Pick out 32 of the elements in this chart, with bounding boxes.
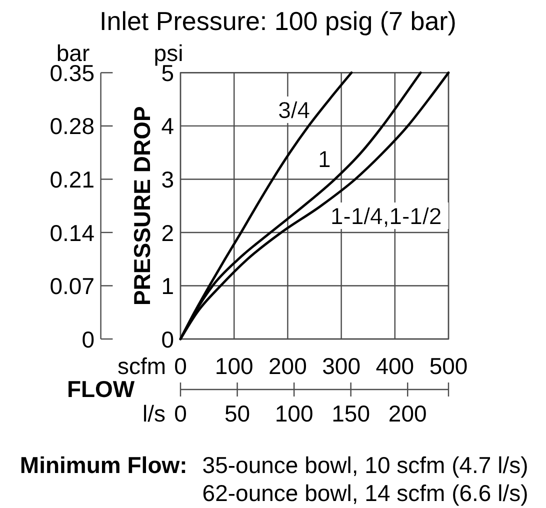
x2-tick-label: 50 — [224, 400, 250, 426]
x-tick-label: 200 — [268, 353, 307, 379]
x2-tick-label: 200 — [388, 400, 427, 426]
series-label: 1 — [318, 146, 331, 172]
y2-tick-label: 0.14 — [50, 220, 95, 246]
y-tick-label: 3 — [161, 166, 174, 192]
y2-axis-title: bar — [56, 40, 90, 66]
y-tick-label: 4 — [161, 113, 174, 140]
text: 35-ounce bowl, 10 scfm (4.7 l/s) — [202, 452, 528, 478]
text: Minimum Flow: — [20, 452, 188, 478]
y2-tick-label: 0.28 — [50, 113, 94, 140]
y-tick-label: 1 — [161, 273, 174, 300]
chart-title: Inlet Pressure: 100 psig (7 bar) — [100, 6, 456, 36]
x-tick-label: 300 — [322, 353, 360, 379]
y-axis-title: psi — [154, 40, 184, 66]
x-tick-label: 100 — [214, 353, 254, 379]
x-axis-title: scfm — [117, 353, 166, 379]
series-label: 3/4 — [278, 96, 310, 123]
x-tick-label: 400 — [376, 353, 414, 379]
y2-tick-label: 0.21 — [50, 166, 94, 192]
y-tick-label: 0 — [161, 326, 174, 352]
y2-tick-label: 0 — [82, 326, 94, 352]
y2-tick-label: 0.07 — [50, 273, 94, 300]
x-tick-label: 500 — [429, 353, 468, 379]
x2-tick-label: 100 — [274, 400, 314, 426]
y-tick-label: 2 — [161, 220, 174, 246]
x2-axis-title: l/s — [142, 400, 166, 426]
x2-tick-label: 150 — [332, 400, 370, 426]
text: PRESSURE DROP — [129, 106, 155, 306]
series-label: 1-1/4,1-1/2 — [330, 202, 442, 229]
text: 62-ounce bowl, 14 scfm (6.6 l/s) — [202, 480, 528, 506]
text: FLOW — [66, 376, 135, 402]
